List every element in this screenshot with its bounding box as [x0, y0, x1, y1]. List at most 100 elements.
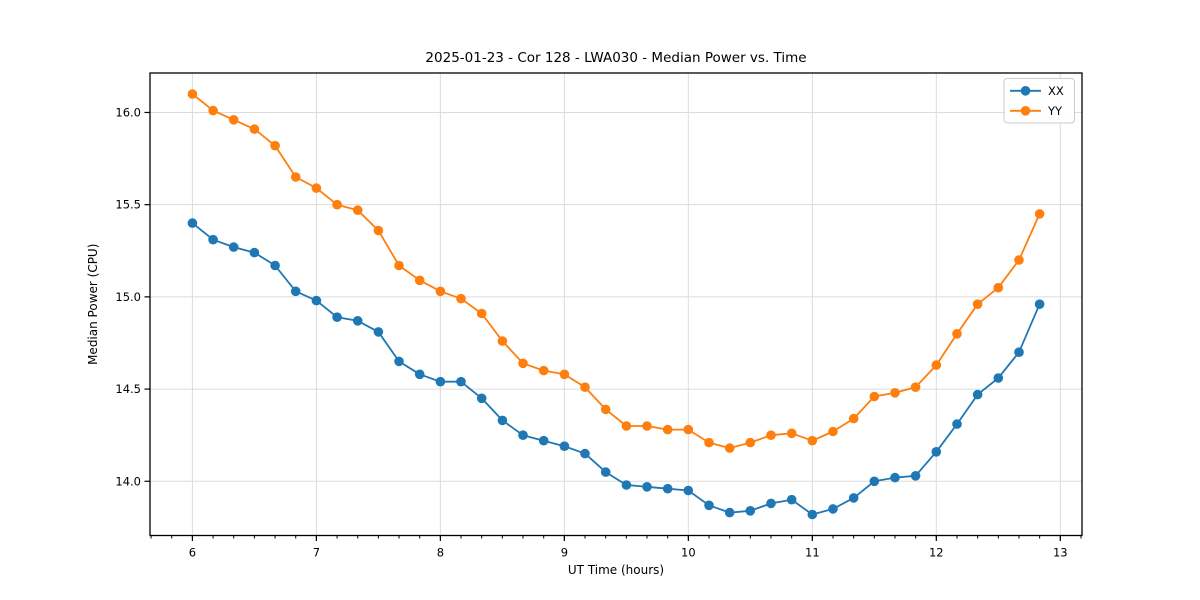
data-point-yy	[848, 413, 859, 424]
y-tick-label: 14.0	[115, 474, 141, 488]
data-point-yy	[600, 404, 611, 415]
legend-label: YY	[1047, 104, 1063, 118]
legend-marker	[1020, 86, 1031, 96]
series-line-xx	[191, 222, 1041, 516]
data-point-yy	[559, 369, 570, 380]
data-point-yy	[580, 382, 590, 393]
data-point-xx	[290, 286, 301, 297]
data-point-yy	[414, 275, 425, 286]
y-tick-label: 15.5	[115, 198, 141, 212]
x-tick-label: 11	[805, 546, 820, 560]
data-point-xx	[745, 506, 756, 516]
data-point-xx	[869, 476, 880, 487]
data-point-xx	[373, 327, 384, 337]
data-point-yy	[270, 140, 280, 151]
data-point-yy	[435, 286, 446, 297]
data-point-xx	[621, 480, 632, 490]
data-point-yy	[1034, 209, 1045, 219]
x-axis-label: UT Time (hours)	[568, 563, 664, 577]
data-point-xx	[476, 393, 487, 404]
data-point-yy	[1014, 255, 1024, 265]
y-tick-label: 14.5	[115, 382, 141, 396]
data-point-yy	[332, 199, 342, 210]
x-tick-label: 6	[189, 546, 196, 560]
legend-entry-xx: XX	[1010, 84, 1064, 98]
y-axis: 14.0 14.5 15.0 15.5 16.0	[115, 105, 150, 488]
y-tick-label: 16.0	[115, 105, 141, 119]
data-point-xx	[497, 415, 508, 426]
data-point-yy	[786, 428, 797, 439]
data-point-yy	[972, 299, 983, 310]
data-point-yy	[187, 89, 198, 99]
data-point-xx	[724, 507, 735, 518]
data-point-yy	[807, 435, 818, 446]
data-point-xx	[580, 448, 590, 459]
data-point-yy	[456, 293, 466, 304]
data-point-yy	[311, 183, 322, 193]
data-point-xx	[766, 498, 776, 509]
data-point-yy	[352, 205, 363, 215]
data-point-xx	[394, 356, 404, 367]
data-point-xx	[972, 389, 983, 400]
series-xx	[187, 218, 1045, 520]
data-point-xx	[538, 435, 549, 446]
x-tick-label: 13	[1053, 546, 1068, 560]
data-point-xx	[435, 376, 446, 387]
data-point-xx	[786, 494, 797, 505]
data-point-xx	[332, 312, 342, 323]
data-point-xx	[559, 441, 570, 452]
data-point-yy	[890, 388, 900, 398]
data-point-yy	[394, 260, 404, 271]
gridlines	[150, 73, 1082, 536]
data-point-yy	[910, 382, 921, 393]
data-point-xx	[600, 467, 611, 477]
data-point-xx	[456, 376, 466, 387]
x-tick-label: 10	[681, 546, 696, 560]
data-point-xx	[642, 482, 652, 492]
data-point-xx	[931, 447, 942, 457]
data-point-yy	[662, 424, 673, 435]
legend: XX YY	[1003, 78, 1075, 124]
legend-marker	[1020, 106, 1031, 116]
x-axis: 6 7 8 9 10 11 12 13	[150, 535, 1082, 560]
legend-box	[1003, 78, 1075, 124]
data-point-yy	[828, 426, 838, 437]
data-point-xx	[228, 242, 239, 252]
data-point-xx	[1034, 299, 1045, 310]
data-point-yy	[952, 329, 962, 339]
data-point-xx	[807, 509, 818, 520]
data-point-xx	[683, 485, 694, 496]
y-axis-label: Median Power (CPU)	[86, 244, 100, 365]
data-point-xx	[208, 234, 218, 245]
series-yy	[187, 89, 1045, 453]
legend-entry-yy: YY	[1010, 104, 1063, 118]
chart-title: 2025-01-23 - Cor 128 - LWA030 - Median P…	[425, 50, 806, 66]
data-point-yy	[642, 421, 652, 431]
data-point-xx	[249, 247, 260, 258]
data-point-xx	[187, 218, 198, 228]
x-tick-label: 7	[313, 546, 320, 560]
plot-border	[149, 72, 1083, 537]
data-point-yy	[538, 365, 549, 376]
data-point-yy	[497, 336, 508, 346]
data-point-yy	[869, 391, 880, 402]
data-point-yy	[290, 172, 301, 182]
data-point-yy	[228, 115, 239, 125]
data-point-xx	[848, 493, 859, 503]
data-point-yy	[745, 437, 756, 448]
data-point-xx	[993, 373, 1004, 383]
data-point-yy	[249, 124, 260, 134]
data-point-yy	[208, 105, 218, 116]
data-point-yy	[704, 437, 714, 448]
data-point-xx	[952, 419, 962, 429]
data-point-yy	[621, 421, 632, 431]
data-point-xx	[1014, 347, 1024, 358]
data-point-xx	[910, 471, 921, 481]
data-point-xx	[414, 369, 425, 380]
data-point-yy	[931, 360, 942, 370]
data-point-xx	[704, 500, 714, 511]
data-point-yy	[724, 443, 735, 453]
data-point-yy	[993, 282, 1004, 293]
